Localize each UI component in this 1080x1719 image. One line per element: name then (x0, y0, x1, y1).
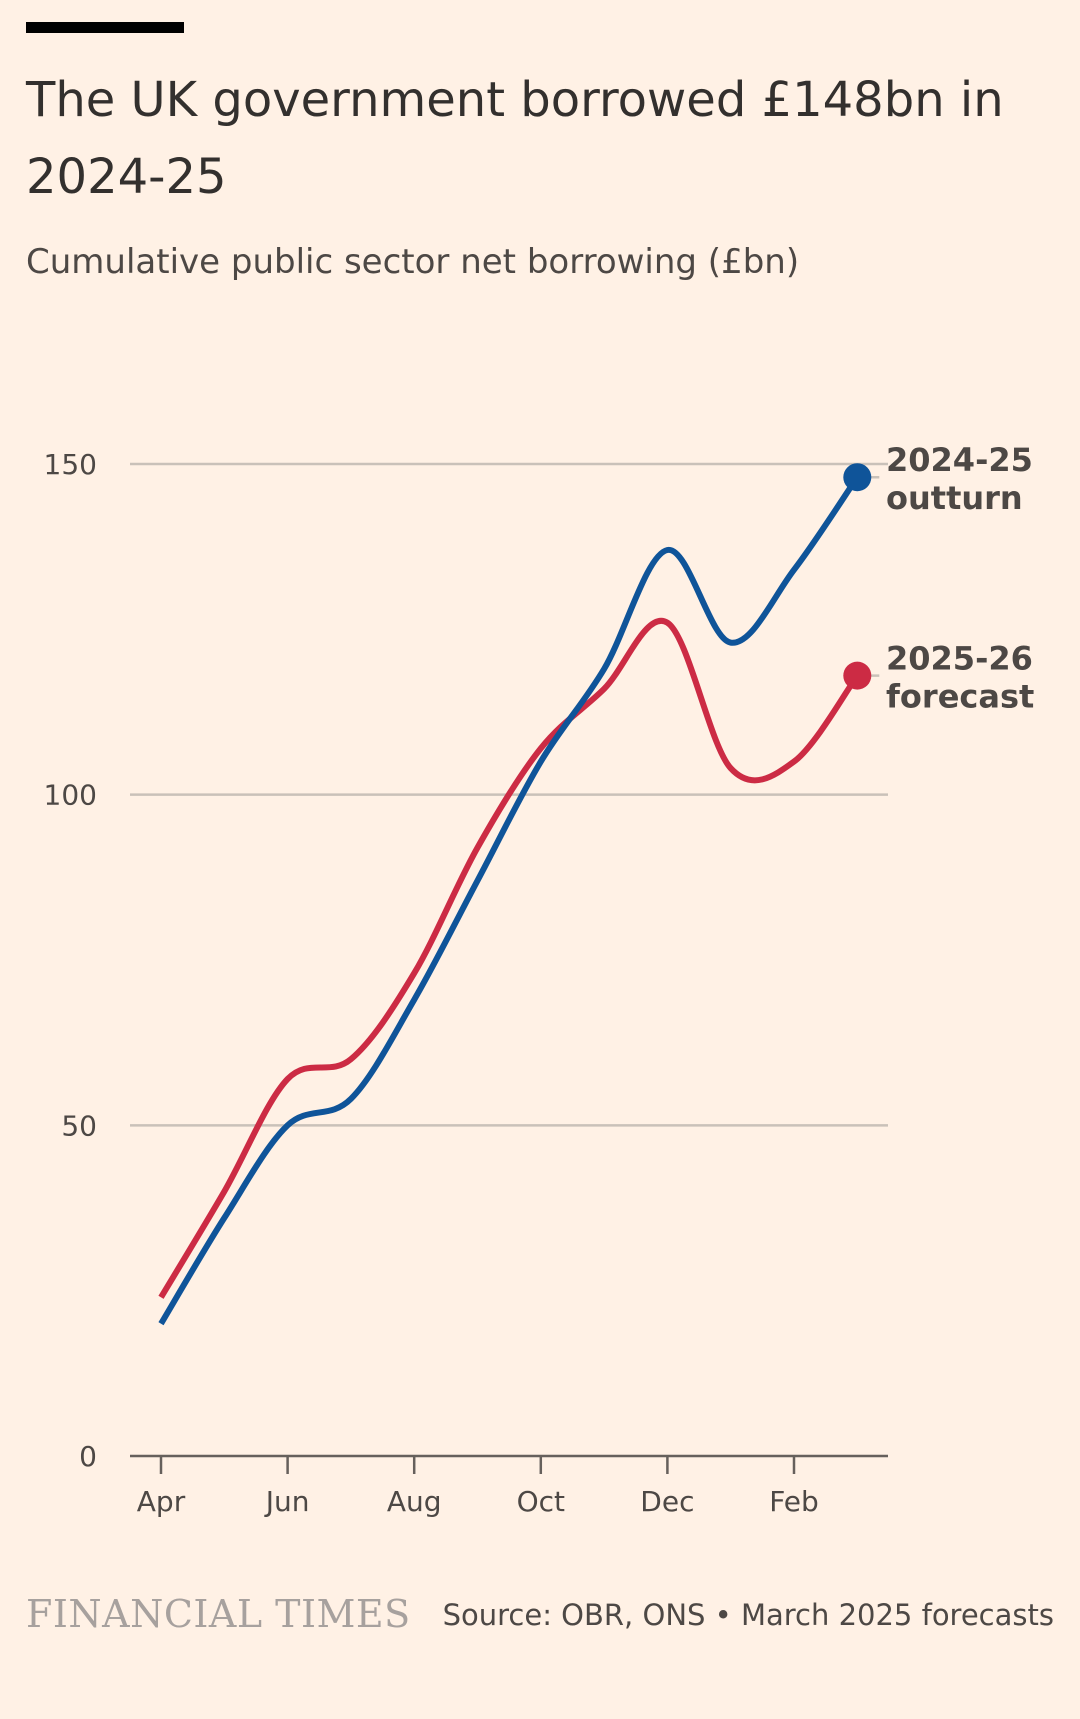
chart-title: The UK government borrowed £148bn in 202… (26, 72, 1004, 205)
y-tick-label-150: 150 (44, 448, 97, 481)
y-tick-label-100: 100 (44, 779, 97, 812)
x-tick-label-jun: Jun (264, 1485, 310, 1518)
series-line-1 (158, 617, 860, 1299)
series-line-0 (158, 475, 860, 1326)
series-label-1-line-0: 2025-26 (886, 640, 1033, 678)
gridlines: 0 50 100 150 (44, 448, 888, 1473)
series-lines (158, 475, 860, 1326)
x-tick-label-oct: Oct (517, 1485, 565, 1518)
ft-header-bar (26, 22, 184, 33)
x-tick-label-aug: Aug (387, 1485, 442, 1518)
y-tick-label-0: 0 (79, 1440, 97, 1473)
financial-times-logo: FINANCIAL TIMES (26, 1592, 411, 1636)
x-tick-label-dec: Dec (640, 1485, 694, 1518)
x-tick-label-feb: Feb (769, 1485, 819, 1518)
series-label-1-line-1: forecast (886, 678, 1034, 716)
series-label-0-line-1: outturn (886, 479, 1023, 517)
series-endpoint-0 (843, 463, 872, 492)
series-label-0-line-0: 2024-25 (886, 441, 1033, 479)
source-note: Source: OBR, ONS • March 2025 forecasts (442, 1598, 1054, 1632)
y-tick-label-50: 50 (61, 1109, 97, 1142)
series-endpoint-1 (843, 661, 872, 690)
x-axis: Apr Jun Aug Oct Dec Feb (130, 1454, 888, 1518)
chart-subtitle: Cumulative public sector net borrowing (… (26, 242, 800, 282)
x-tick-label-apr: Apr (137, 1485, 186, 1518)
